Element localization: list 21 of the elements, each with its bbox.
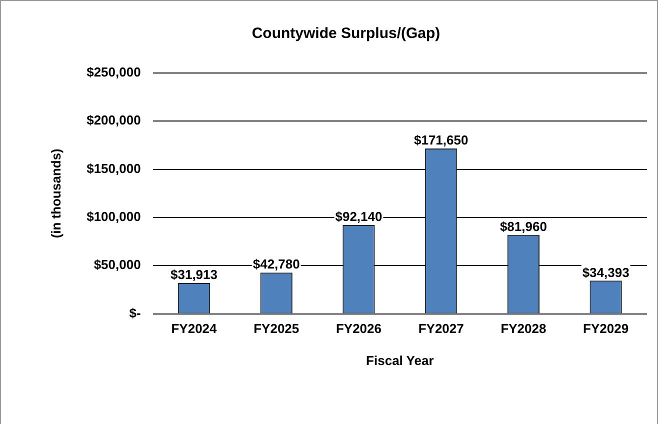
x-tick-label: FY2028 [500, 321, 546, 336]
y-tick-label: $250,000 [86, 64, 141, 80]
x-tick-label: FY2027 [418, 321, 464, 336]
data-label: $34,393 [582, 264, 630, 280]
data-label: $81,960 [500, 218, 547, 234]
x-tick-label: FY2026 [336, 321, 382, 336]
chart-title: Countywide Surplus/(Gap) [252, 25, 440, 42]
x-tick-label: FY2024 [171, 321, 218, 336]
y-tick-label: $200,000 [86, 112, 141, 128]
y-tick-label: $50,000 [94, 257, 141, 272]
y-axis-title: (in thousands) [48, 148, 64, 238]
x-tick-label: FY2025 [254, 321, 300, 336]
data-label: $31,913 [170, 267, 218, 282]
x-tick-label: FY2029 [583, 321, 629, 336]
data-label: $171,650 [414, 132, 468, 148]
y-tick-label: $- [129, 305, 141, 320]
y-tick-label: $150,000 [86, 160, 141, 176]
y-tick-label: $100,000 [86, 209, 141, 224]
data-label: $92,140 [335, 209, 382, 224]
x-axis-title: Fiscal Year [366, 352, 434, 368]
data-label: $42,780 [252, 256, 300, 272]
